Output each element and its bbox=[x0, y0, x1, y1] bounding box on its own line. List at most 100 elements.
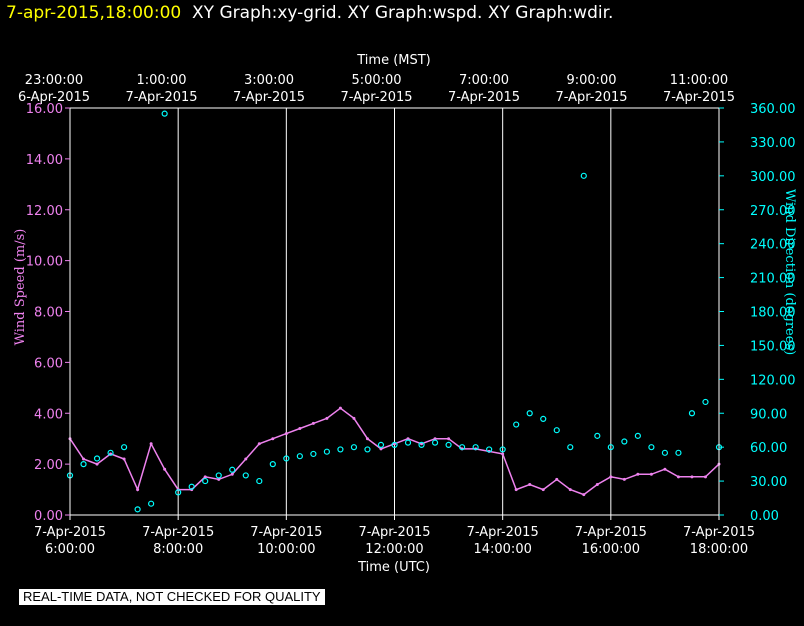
wind-speed-point bbox=[311, 421, 315, 425]
bottom-axis-label: Time (UTC) bbox=[357, 560, 430, 575]
left-tick-label: 12.00 bbox=[26, 204, 63, 219]
wind-direction-point bbox=[459, 444, 466, 451]
right-tick-label: 120.00 bbox=[750, 373, 796, 388]
wind-direction-point bbox=[621, 438, 628, 445]
wind-direction-point bbox=[296, 453, 303, 460]
wind-direction-point bbox=[540, 415, 547, 423]
wind-speed-point bbox=[82, 457, 86, 461]
left-tick-label: 8.00 bbox=[34, 306, 63, 321]
top-tick-time: 23:00:00 bbox=[25, 73, 83, 88]
bottom-tick-time: 14:00:00 bbox=[473, 542, 531, 557]
bottom-tick-time: 18:00:00 bbox=[690, 542, 748, 557]
bottom-tick-date: 7-Apr-2015 bbox=[250, 525, 322, 540]
wind-direction-point bbox=[202, 477, 209, 485]
wind-speed-point bbox=[636, 472, 640, 476]
top-tick-time: 1:00:00 bbox=[136, 73, 186, 88]
left-axis-label: Wind Speed (m/s) bbox=[13, 229, 28, 346]
wind-direction-point bbox=[134, 506, 141, 513]
top-tick-date: 7-Apr-2015 bbox=[448, 90, 520, 105]
wind-direction-point bbox=[107, 449, 114, 456]
bottom-tick-date: 7-Apr-2015 bbox=[575, 525, 647, 540]
wind-speed-point bbox=[514, 488, 518, 492]
wind-direction-point bbox=[337, 446, 344, 453]
bottom-tick-time: 12:00:00 bbox=[365, 542, 423, 557]
wind-speed-point bbox=[203, 475, 207, 479]
left-tick-label: 6.00 bbox=[34, 356, 63, 371]
bottom-tick-date: 7-Apr-2015 bbox=[142, 525, 214, 540]
top-tick-time: 9:00:00 bbox=[566, 73, 616, 88]
top-axis-label: Time (MST) bbox=[356, 53, 431, 68]
wind-speed-point bbox=[541, 488, 545, 492]
wind-speed-point bbox=[365, 437, 369, 441]
axes: 7-Apr-2015 6:00:00 7-Apr-2015 8:00:00 7-Apr-… bbox=[18, 73, 796, 557]
wind-speed-point bbox=[298, 427, 302, 431]
wind-speed-point bbox=[528, 482, 532, 486]
wind-speed-point bbox=[230, 472, 234, 476]
top-tick-date: 7-Apr-2015 bbox=[340, 90, 412, 105]
wind-direction-point bbox=[283, 455, 290, 462]
wind-direction-point bbox=[256, 477, 263, 485]
wind-direction-point bbox=[350, 444, 358, 451]
wind-speed-point bbox=[609, 475, 613, 479]
wind-speed-point bbox=[649, 472, 653, 476]
wind-speed-point bbox=[136, 488, 140, 492]
right-tick-label: 30.00 bbox=[750, 475, 787, 490]
right-tick-label: 180.00 bbox=[750, 306, 796, 321]
wind-direction-point bbox=[702, 398, 709, 406]
wind-speed-point bbox=[338, 406, 342, 410]
wind-direction-point bbox=[310, 450, 317, 458]
wind-direction-point bbox=[648, 444, 655, 451]
bottom-tick-date: 7-Apr-2015 bbox=[683, 525, 755, 540]
right-tick-label: 210.00 bbox=[750, 272, 796, 287]
top-tick-time: 11:00:00 bbox=[670, 73, 728, 88]
right-tick-label: 90.00 bbox=[750, 407, 787, 422]
wind-direction-point bbox=[175, 489, 182, 496]
right-tick-label: 150.00 bbox=[750, 339, 796, 354]
right-tick-label: 270.00 bbox=[750, 204, 796, 219]
left-tick-label: 16.00 bbox=[26, 102, 63, 117]
graph-list: XY Graph:xy-grid. XY Graph:wspd. XY Grap… bbox=[192, 3, 614, 23]
title-bar: 7-apr-2015,18:00:00 XY Graph:xy-grid. XY… bbox=[6, 3, 613, 23]
wind-direction-point bbox=[472, 444, 479, 451]
wind-speed-point bbox=[703, 475, 707, 479]
wind-speed-point bbox=[244, 457, 248, 461]
wind-speed-point bbox=[95, 462, 99, 466]
wind-direction-point bbox=[391, 441, 398, 449]
wind-direction-point bbox=[229, 466, 236, 473]
wind-direction-point bbox=[242, 472, 249, 479]
wind-direction-point bbox=[661, 449, 669, 456]
timestamp: 7-apr-2015,18:00:00 bbox=[6, 3, 182, 23]
top-tick-time: 5:00:00 bbox=[351, 73, 401, 88]
wind-direction-point bbox=[418, 441, 425, 449]
wind-speed-point bbox=[568, 488, 572, 492]
left-tick-label: 10.00 bbox=[26, 255, 63, 270]
top-tick-date: 6-Apr-2015 bbox=[18, 90, 90, 105]
top-tick-date: 7-Apr-2015 bbox=[125, 90, 197, 105]
wind-direction-point bbox=[567, 444, 574, 451]
wind-direction-point bbox=[634, 432, 641, 439]
wind-direction-point bbox=[93, 455, 101, 462]
plot-area bbox=[66, 110, 723, 513]
wind-direction-point bbox=[215, 472, 222, 479]
wind-direction-point bbox=[80, 461, 87, 468]
left-tick-label: 0.00 bbox=[34, 509, 63, 524]
wind-speed-point bbox=[447, 437, 451, 441]
wind-direction-point bbox=[269, 461, 276, 468]
wind-speed-point bbox=[149, 442, 153, 446]
bottom-tick-time: 10:00:00 bbox=[257, 542, 315, 557]
top-tick-date: 7-Apr-2015 bbox=[663, 90, 735, 105]
bottom-tick-time: 8:00:00 bbox=[153, 542, 203, 557]
wind-speed-point bbox=[433, 437, 437, 441]
wind-speed-point bbox=[690, 475, 694, 479]
wind-direction-point bbox=[594, 432, 601, 439]
bottom-tick-time: 16:00:00 bbox=[582, 542, 640, 557]
wind-direction-point bbox=[120, 444, 128, 451]
wind-direction-point bbox=[445, 441, 452, 449]
wind-speed-point bbox=[122, 457, 126, 461]
wind-direction-point bbox=[431, 439, 439, 446]
top-tick-time: 7:00:00 bbox=[459, 73, 509, 88]
right-tick-label: 330.00 bbox=[750, 136, 796, 151]
bottom-tick-date: 7-Apr-2015 bbox=[34, 525, 106, 540]
wind-direction-point bbox=[161, 110, 168, 117]
wind-direction-point bbox=[148, 500, 155, 507]
